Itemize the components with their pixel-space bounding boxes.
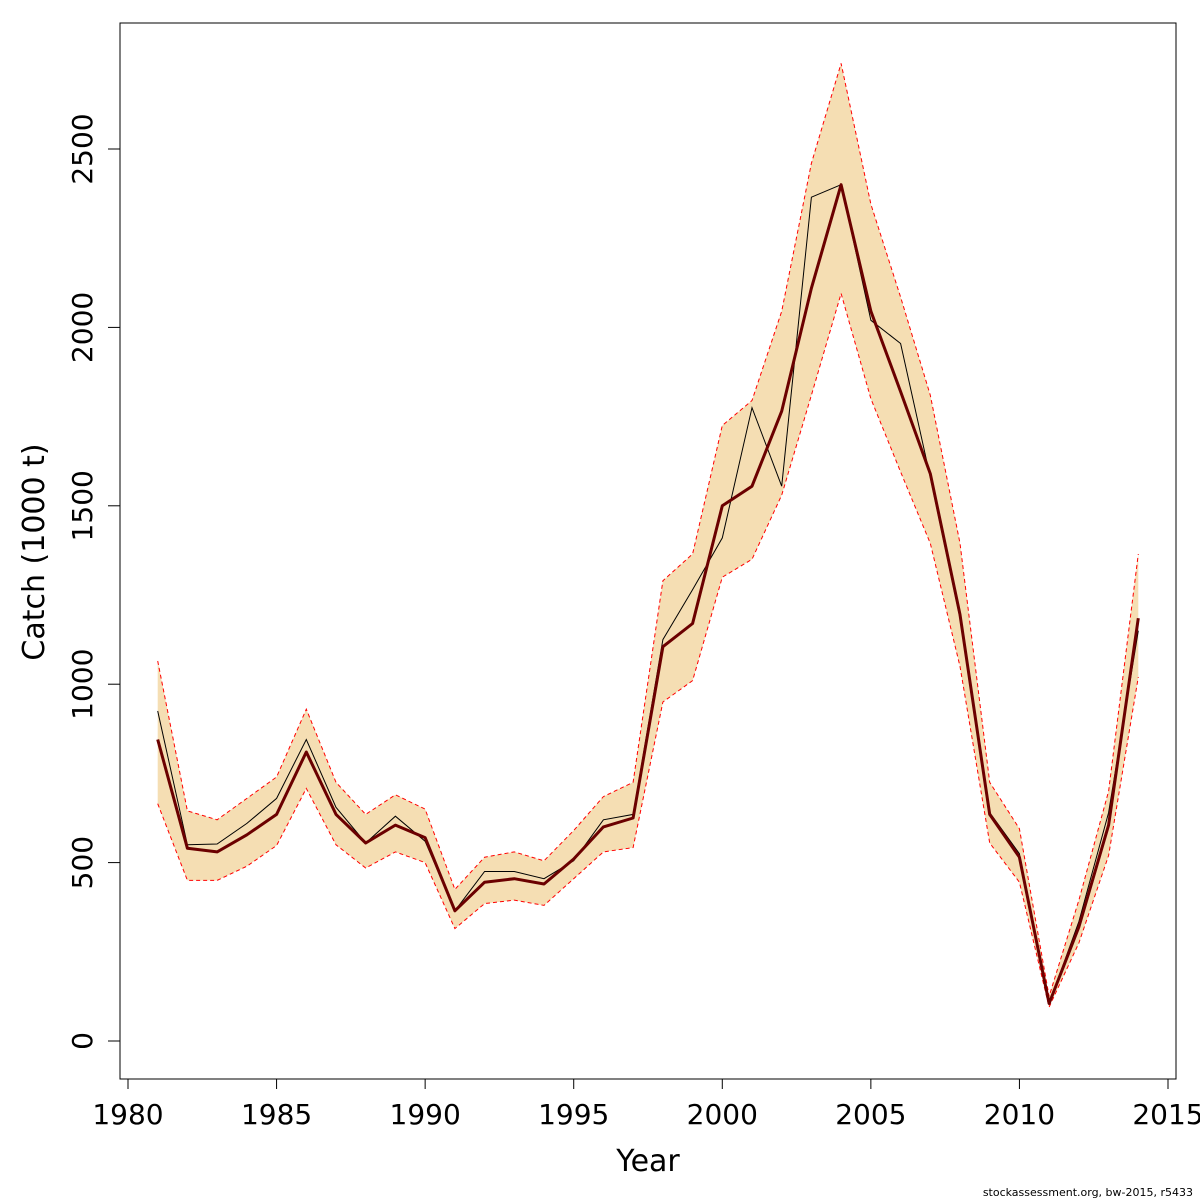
x-tick-label: 2015 [1132,1098,1200,1131]
x-axis: 1980 1985 1990 1995 2000 2005 2010 2015 [92,1078,1200,1131]
y-tick-label: 2500 [66,113,99,184]
plot-frame [119,22,1177,1080]
lower-bound-line [157,291,1139,1009]
y-axis-title: Catch (1000 t) [17,443,52,660]
y-tick-label: 1500 [66,470,99,541]
estimated-catch-line [156,183,1140,1005]
x-tick-label: 1995 [538,1098,609,1131]
y-axis: 0 500 1000 1500 2000 2500 [66,113,121,1050]
confidence-band [157,63,1139,1008]
y-tick-label: 1000 [66,649,99,720]
y-tick-label: 500 [66,836,99,889]
x-tick-label: 2005 [835,1098,906,1131]
x-axis-title: Year [615,1144,680,1179]
x-tick-label: 2000 [687,1098,758,1131]
footer-credit: stockassessment.org, bw-2015, r5433 [983,1186,1193,1199]
x-tick-label: 2010 [984,1098,1055,1131]
upper-bound-line [157,63,1139,997]
observed-catch-line [157,184,1139,1006]
x-tick-label: 1990 [390,1098,461,1131]
x-tick-label: 1980 [92,1098,163,1131]
y-tick-label: 0 [66,1032,99,1050]
y-tick-label: 2000 [66,292,99,363]
x-tick-label: 1985 [241,1098,312,1131]
